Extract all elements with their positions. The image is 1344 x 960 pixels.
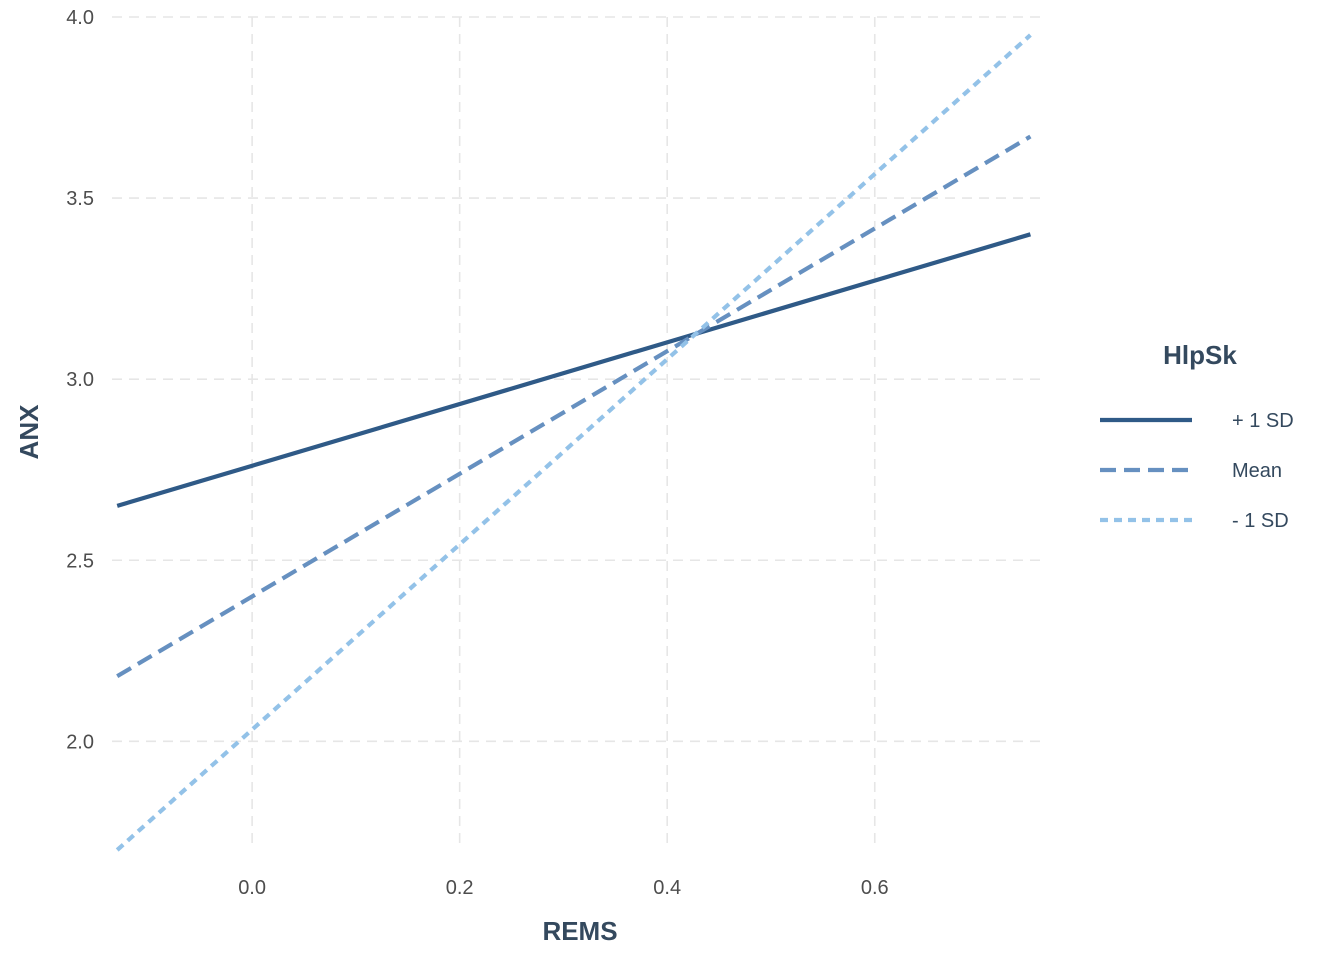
y-tick-label: 2.5	[66, 550, 94, 572]
legend: HlpSk + 1 SD Mean - 1 SD	[1100, 340, 1294, 532]
y-tick-label: 3.5	[66, 188, 94, 210]
x-axis-ticks: 0.0 0.2 0.4 0.6	[238, 877, 888, 899]
x-tick-label: 0.0	[238, 877, 266, 899]
legend-label: Mean	[1232, 460, 1282, 482]
series-line-mean	[116, 134, 1032, 679]
y-tick-label: 4.0	[66, 7, 94, 29]
series-lines	[115, 33, 1032, 852]
y-tick-label: 3.0	[66, 369, 94, 391]
y-axis-title: ANX	[14, 404, 44, 460]
grid	[112, 16, 1046, 850]
x-tick-label: 0.6	[861, 877, 889, 899]
legend-label: - 1 SD	[1232, 510, 1289, 532]
y-axis-ticks: 2.0 2.5 3.0 3.5 4.0	[66, 7, 94, 753]
x-tick-label: 0.4	[653, 877, 681, 899]
x-axis-title: REMS	[542, 916, 617, 946]
legend-label: + 1 SD	[1232, 410, 1294, 432]
legend-title: HlpSk	[1163, 340, 1237, 370]
y-tick-label: 2.0	[66, 731, 94, 753]
series-line-1-sd	[115, 33, 1032, 852]
x-tick-label: 0.2	[446, 877, 474, 899]
series-line-1-sd	[116, 232, 1031, 508]
